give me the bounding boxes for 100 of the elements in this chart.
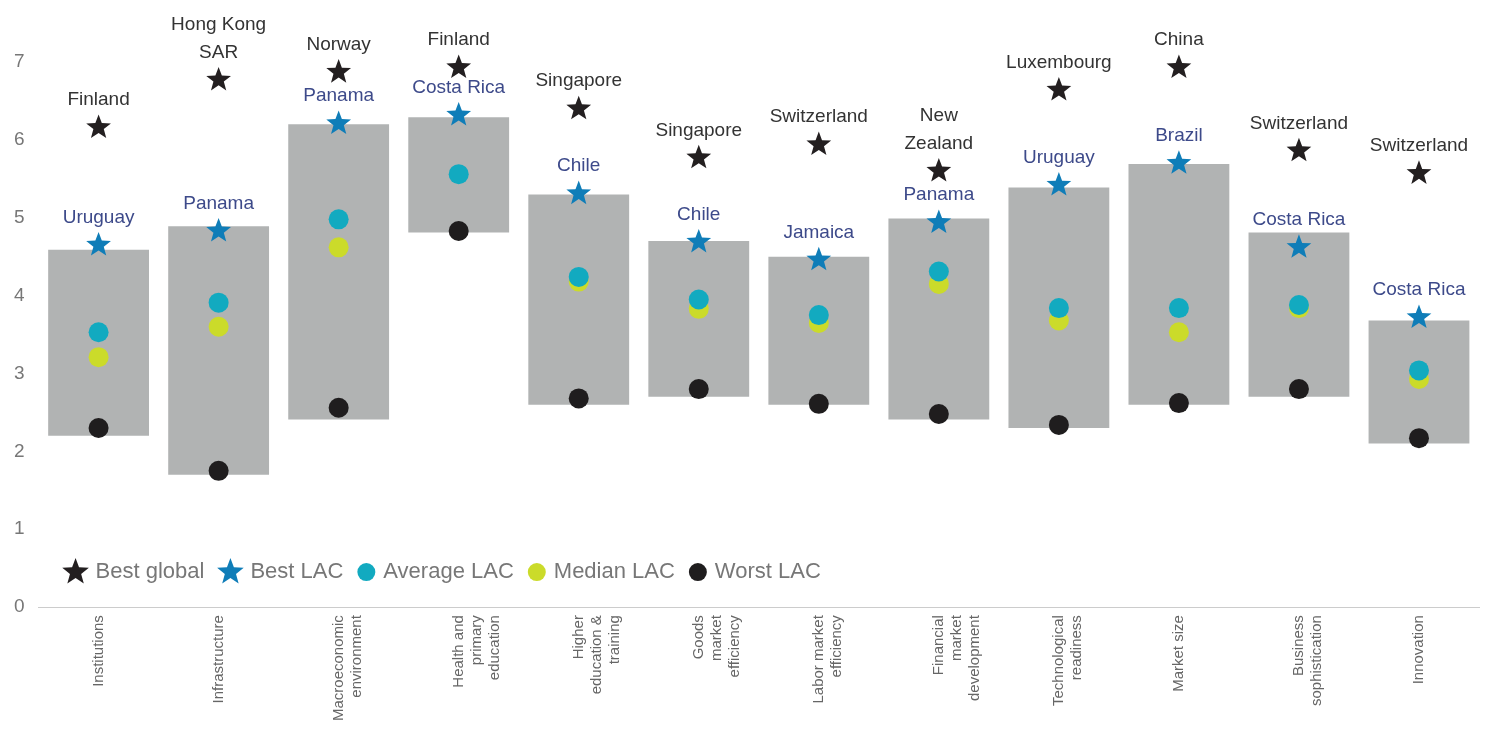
point <box>88 322 109 343</box>
point <box>568 266 589 287</box>
bar <box>768 256 870 405</box>
x-tick-label: Goods market efficiency <box>688 614 742 678</box>
point <box>808 393 829 414</box>
annotation: Switzerland <box>769 105 868 127</box>
annotation: Singapore <box>535 69 623 91</box>
point <box>806 131 832 156</box>
point <box>1168 298 1189 319</box>
x-tick-label: Innovation <box>1409 615 1427 685</box>
annotation: Costa Rica <box>412 75 506 97</box>
annotation: Panama <box>903 183 975 205</box>
legend-label: Average LAC <box>383 558 514 584</box>
point <box>1168 322 1189 343</box>
annotation: Switzerland <box>1369 134 1469 156</box>
point <box>446 54 472 78</box>
point <box>206 66 231 91</box>
x-tick-label: Financial market development <box>928 614 982 702</box>
point <box>208 316 229 337</box>
point <box>328 209 349 230</box>
y-tick-label: 3 <box>13 361 25 383</box>
point <box>1286 137 1312 162</box>
point <box>446 101 472 126</box>
point <box>926 158 952 182</box>
point <box>86 232 111 256</box>
annotation: Costa Rica <box>1372 278 1466 300</box>
x-tick-label: Macroeconomic environment <box>328 614 364 721</box>
bar <box>1248 232 1350 397</box>
point <box>208 460 229 481</box>
annotation: Panama <box>303 84 375 106</box>
x-tick-label: Technological readiness <box>1049 615 1085 707</box>
bar <box>1008 187 1110 429</box>
point <box>1166 54 1192 78</box>
point <box>326 59 352 83</box>
annotation: Panama <box>183 191 255 213</box>
bar <box>408 117 510 233</box>
annotation: New Zealand <box>904 103 974 153</box>
y-tick-label: 6 <box>13 128 25 150</box>
annotation: Norway <box>306 32 372 54</box>
x-tick-label: Infrastructure <box>208 615 226 704</box>
annotation: Chile <box>557 154 601 176</box>
point <box>1406 304 1432 328</box>
point <box>1048 414 1069 435</box>
point <box>1048 298 1069 319</box>
point <box>328 397 349 418</box>
legend-label: Median LAC <box>553 558 675 584</box>
point <box>88 418 109 439</box>
x-tick-label: Business sophistication <box>1289 615 1325 707</box>
bar <box>1128 164 1230 405</box>
point <box>448 164 469 185</box>
point <box>208 292 229 313</box>
annotation: Hong Kong SAR <box>171 12 267 62</box>
point <box>1046 77 1072 101</box>
y-tick-label: 5 <box>13 205 25 227</box>
y-tick-label: 7 <box>13 50 25 72</box>
bar <box>1368 320 1470 444</box>
x-tick-label: Institutions <box>88 615 106 687</box>
point <box>1408 360 1429 381</box>
legend-label: Best LAC <box>250 558 344 584</box>
y-tick-label: 0 <box>13 595 25 617</box>
point <box>1286 234 1312 258</box>
legend-label: Worst LAC <box>714 558 821 584</box>
point <box>566 180 592 205</box>
annotation: Finland <box>67 88 130 110</box>
annotation: Uruguay <box>1022 145 1096 167</box>
point <box>688 289 709 310</box>
point <box>928 261 949 282</box>
point <box>326 110 352 135</box>
annotation: Brazil <box>1155 123 1203 145</box>
point <box>88 347 109 368</box>
point <box>328 237 349 258</box>
point <box>566 95 592 120</box>
bar <box>888 218 990 420</box>
point <box>448 220 469 241</box>
x-tick-label: Market size <box>1169 615 1187 692</box>
x-tick-label: Higher education & training <box>568 615 622 695</box>
annotation: Finland <box>427 28 490 50</box>
point <box>1406 160 1432 184</box>
y-tick-label: 1 <box>13 517 25 539</box>
annotation: Luxembourg <box>1006 50 1112 72</box>
point <box>1288 379 1309 400</box>
point <box>688 379 709 400</box>
point <box>1166 150 1192 174</box>
point <box>928 404 949 424</box>
annotation: Chile <box>677 202 721 224</box>
legend-label: Best global <box>95 558 205 584</box>
point <box>206 217 231 242</box>
bar <box>48 249 149 436</box>
bar <box>288 124 390 420</box>
x-tick-label: Health and primary education <box>448 614 502 688</box>
bar <box>528 194 630 405</box>
point <box>1408 428 1429 449</box>
y-tick-label: 4 <box>13 283 25 305</box>
point <box>568 388 589 409</box>
x-tick-label: Labor market efficiency <box>808 614 844 704</box>
point <box>808 305 829 326</box>
point <box>686 228 712 253</box>
bar <box>168 226 270 475</box>
point <box>806 246 832 271</box>
point <box>926 209 952 233</box>
